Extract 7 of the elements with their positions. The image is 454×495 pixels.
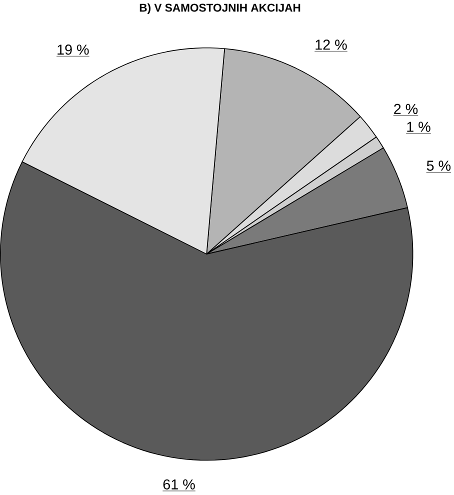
- data-label: 1 %: [406, 122, 430, 132]
- data-label: 19 %: [57, 44, 89, 55]
- data-label: 5 %: [426, 160, 450, 171]
- data-label: 61 %: [163, 479, 195, 490]
- data-label: 2 %: [394, 104, 418, 114]
- chart-title: B) V SAMOSTOJNIH AKCIJAH: [140, 3, 300, 14]
- data-label: 12 %: [315, 40, 347, 50]
